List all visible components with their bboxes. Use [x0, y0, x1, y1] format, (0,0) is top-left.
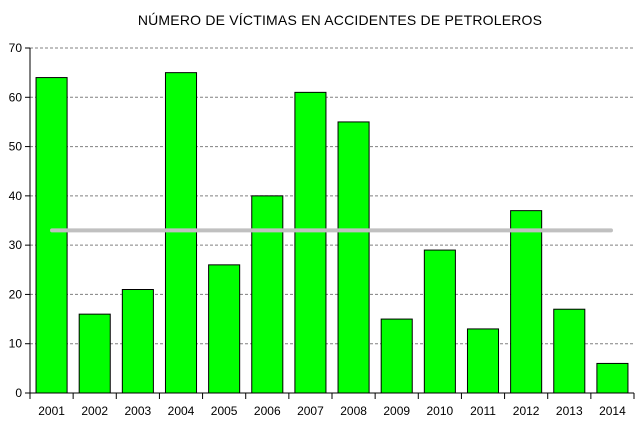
- bars: [35, 72, 629, 394]
- bar-2003: [121, 289, 154, 394]
- y-tick-label: 60: [9, 90, 23, 104]
- x-tick-label: 2006: [254, 404, 281, 418]
- bar-2011: [466, 328, 500, 394]
- bar-2012: [510, 210, 543, 394]
- bar-2005: [208, 264, 241, 394]
- bar-2013: [553, 308, 586, 394]
- bar-2006: [251, 195, 284, 394]
- bar-2010: [423, 249, 456, 394]
- chart-title: NÚMERO DE VÍCTIMAS EN ACCIDENTES DE PETR…: [137, 12, 543, 28]
- y-tick-label: 0: [15, 386, 22, 400]
- axes: [25, 47, 635, 399]
- x-tick-label: 2002: [81, 404, 108, 418]
- y-tick-label: 10: [9, 337, 23, 351]
- gridlines: [30, 47, 634, 345]
- bar-2004: [164, 72, 198, 394]
- x-tick-label: 2011: [470, 404, 496, 418]
- x-tick-label: 2003: [125, 404, 152, 418]
- bar-2008: [337, 121, 370, 394]
- y-tick-label: 30: [9, 238, 23, 252]
- y-tick-label: 70: [9, 41, 23, 55]
- bar-2007: [294, 91, 327, 394]
- bar-2002: [78, 313, 111, 394]
- y-tick-label: 20: [9, 287, 23, 301]
- x-tick-label: 2008: [340, 404, 367, 418]
- x-tick-label: 2009: [383, 404, 410, 418]
- bar-2001: [35, 77, 68, 394]
- y-tick-label: 50: [9, 140, 23, 154]
- x-tick-label: 2001: [38, 404, 65, 418]
- x-tick-labels: 2001 2002 2003 2004 2005 2006 2007 2008 2009 2010…: [38, 404, 626, 418]
- y-tick-labels: 0 10 20 30 40 50 60 70: [9, 41, 23, 400]
- x-tick-label: 2014: [599, 404, 626, 418]
- bar-2009: [380, 318, 413, 394]
- bar-2014: [596, 362, 629, 394]
- x-tick-label: 2010: [427, 404, 454, 418]
- x-tick-label: 2005: [211, 404, 238, 418]
- x-tick-label: 2007: [297, 404, 324, 418]
- x-tick-label: 2004: [168, 404, 195, 418]
- x-tick-label: 2012: [513, 404, 540, 418]
- y-tick-label: 40: [9, 189, 23, 203]
- x-tick-label: 2013: [556, 404, 583, 418]
